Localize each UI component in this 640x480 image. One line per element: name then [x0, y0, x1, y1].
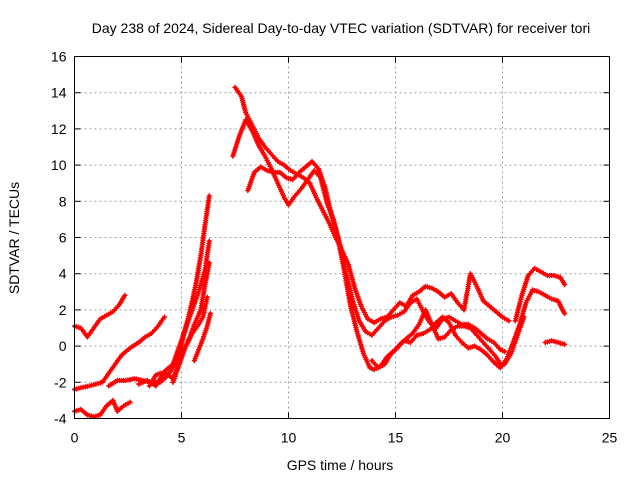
series-pass-8 [191, 310, 213, 364]
series-plus-markers [245, 158, 527, 373]
x-tick-label: 0 [71, 430, 79, 446]
y-axis-label: SDTVAR / TECUs [6, 182, 22, 294]
x-axis-label: GPS time / hours [287, 457, 394, 473]
series-pass-3 [71, 397, 133, 420]
y-tick-label: 0 [59, 338, 67, 354]
series-plus-markers [369, 287, 568, 371]
axis-ticks: 0 5 10 15 20 25 -4 -2 0 2 4 6 8 10 12 14 16 [51, 49, 618, 446]
y-tick-label: 4 [59, 266, 67, 282]
y-tick-label: 2 [59, 302, 67, 318]
y-tick-label: 10 [51, 157, 67, 173]
y-tick-label: 16 [51, 49, 67, 65]
series-pass-12 [369, 287, 568, 371]
chart-title: Day 238 of 2024, Sidereal Day-to-day VTE… [92, 20, 591, 36]
series-plus-markers [71, 397, 133, 420]
x-tick-label: 5 [178, 430, 186, 446]
data-series [71, 84, 568, 420]
series-plus-markers [232, 84, 512, 326]
series-pass-9 [232, 84, 512, 326]
series-plus-markers [136, 238, 212, 389]
series-plus-markers [170, 294, 210, 385]
x-tick-label: 20 [495, 430, 511, 446]
series-plus-markers [512, 265, 568, 324]
y-tick-label: -4 [54, 411, 67, 427]
grid-lines [74, 56, 610, 419]
series-plus-markers [542, 338, 568, 347]
series-pass-11 [245, 158, 527, 373]
series-plus-markers [71, 292, 128, 340]
series-pass-13 [512, 265, 568, 324]
y-tick-label: 8 [59, 193, 67, 209]
x-tick-label: 10 [281, 430, 297, 446]
series-pass-1 [71, 292, 128, 340]
x-tick-label: 25 [602, 430, 618, 446]
x-tick-label: 15 [388, 430, 404, 446]
y-tick-label: 14 [51, 85, 67, 101]
series-pass-7 [170, 294, 210, 385]
series-pass-10 [230, 117, 508, 355]
plot-frame [74, 56, 610, 419]
y-tick-label: 12 [51, 121, 67, 137]
series-plus-markers [191, 310, 213, 364]
series-pass-14 [542, 338, 568, 347]
y-tick-label: -2 [54, 374, 67, 390]
y-tick-label: 6 [59, 230, 67, 246]
